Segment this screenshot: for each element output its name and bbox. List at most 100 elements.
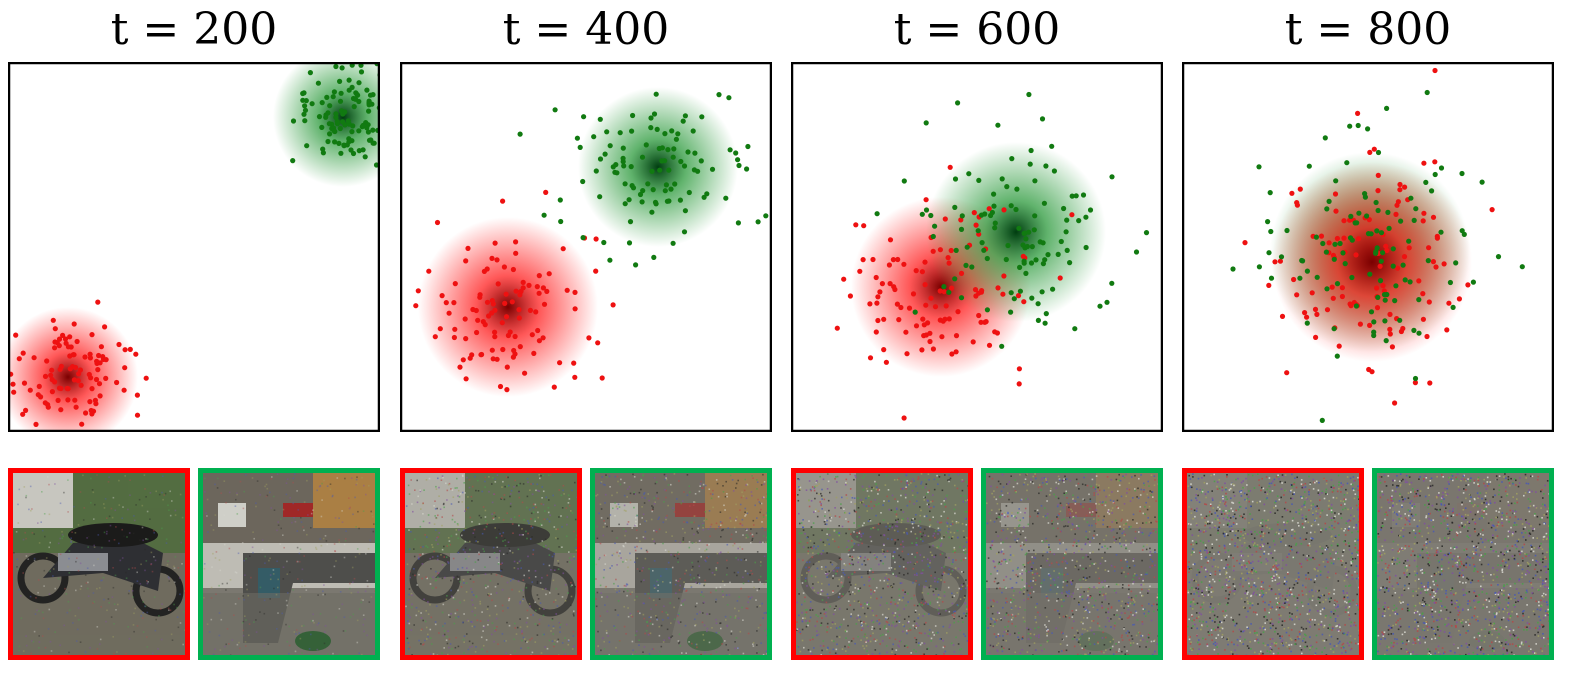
- green-sample-point: [1256, 164, 1262, 170]
- green-sample-point: [1043, 311, 1049, 317]
- red-sample-point: [94, 358, 100, 364]
- green-sample-point: [1009, 156, 1015, 162]
- red-sample-point: [512, 333, 518, 340]
- red-sample-point: [1015, 293, 1022, 299]
- red-sample-point: [52, 326, 58, 332]
- red-sample-point: [1395, 265, 1401, 271]
- red-sample-point: [451, 300, 457, 306]
- green-sample-point: [1342, 261, 1348, 267]
- office-desk-noisy-photo: [595, 473, 767, 655]
- red-sample-point: [940, 318, 946, 324]
- red-sample-point: [572, 374, 578, 380]
- green-sample-point: [645, 181, 651, 187]
- green-sample-point: [557, 197, 563, 203]
- green-sample-point: [649, 209, 655, 215]
- green-sample-point: [662, 131, 668, 137]
- noised-image-pair: [1182, 468, 1554, 660]
- red-sample-point: [527, 307, 533, 313]
- red-sample-point: [887, 237, 894, 243]
- green-sample-point: [643, 142, 649, 148]
- green-sample-point: [1375, 207, 1381, 214]
- green-sample-point: [1334, 281, 1341, 287]
- red-sample-point: [97, 393, 103, 399]
- green-sample-point: [1382, 297, 1388, 303]
- green-sample-point: [1304, 320, 1310, 326]
- green-sample-point: [337, 98, 344, 104]
- red-sample-point: [1426, 245, 1432, 251]
- red-sample-point: [1266, 282, 1272, 288]
- red-sample-point: [834, 325, 840, 331]
- green-sample-point: [1495, 254, 1502, 260]
- green-sample-point: [346, 77, 352, 83]
- green-sample-point: [1383, 338, 1389, 344]
- red-sample-point: [103, 375, 109, 381]
- red-sample-point: [463, 376, 469, 382]
- green-sample-point: [1073, 193, 1079, 199]
- green-sample-point: [331, 89, 337, 95]
- red-sample-point: [71, 377, 77, 383]
- red-sample-point: [1313, 334, 1319, 340]
- red-sample-point: [31, 355, 37, 361]
- green-sample-point: [981, 247, 987, 253]
- green-sample-point: [580, 235, 586, 241]
- red-sample-point: [446, 310, 452, 316]
- green-sample-point: [337, 125, 343, 132]
- red-sample-point: [972, 287, 979, 293]
- red-sample-point: [437, 326, 443, 332]
- green-sample-point: [1348, 213, 1354, 219]
- red-sample-point: [533, 309, 539, 315]
- red-sample-point: [1427, 380, 1433, 386]
- green-sample-point: [1392, 298, 1398, 304]
- red-sample-point: [486, 313, 492, 319]
- green-sample-point: [666, 167, 672, 173]
- red-sample-point: [64, 385, 70, 392]
- green-sample-point: [342, 109, 348, 115]
- red-sample-point: [1057, 275, 1063, 281]
- green-sample-point: [1268, 228, 1274, 235]
- green-sample-point: [302, 107, 309, 113]
- red-sample-point: [500, 346, 506, 353]
- red-sample-point: [1336, 343, 1342, 349]
- green-sample-point: [1080, 192, 1087, 198]
- red-sample-point: [910, 291, 917, 297]
- red-sample-point: [1309, 290, 1315, 296]
- gaussian-scatter-plot: [8, 62, 380, 432]
- green-sample-point: [639, 154, 646, 160]
- red-sample-point: [1375, 172, 1381, 178]
- green-sample-point: [541, 212, 547, 218]
- green-sample-point: [1364, 213, 1370, 219]
- green-sample-point: [670, 240, 676, 246]
- green-sample-point: [999, 343, 1005, 349]
- green-sample-point: [1284, 227, 1290, 234]
- red-sample-point: [874, 300, 880, 306]
- green-sample-point: [319, 100, 325, 106]
- red-sample-point: [434, 219, 441, 226]
- green-sample-point: [992, 225, 998, 231]
- green-sample-point: [1453, 260, 1459, 266]
- red-sample-point: [1279, 313, 1286, 319]
- green-sample-point: [695, 168, 701, 174]
- red-sample-point: [510, 266, 516, 273]
- green-sample-point: [1406, 238, 1412, 244]
- red-sample-point: [867, 355, 874, 361]
- motorcycle-noisy-photo: [405, 473, 577, 655]
- green-sample-point: [639, 199, 645, 205]
- green-sample-point: [1349, 274, 1355, 281]
- green-sample-point: [659, 145, 665, 151]
- red-sample-point: [937, 247, 943, 253]
- red-sample-point: [1341, 218, 1347, 224]
- green-sample-point: [1143, 230, 1150, 236]
- red-sample-point: [78, 382, 84, 388]
- red-sample-point: [96, 352, 102, 359]
- green-sample-point: [326, 121, 332, 127]
- green-sample-point: [1398, 218, 1404, 224]
- red-sample-point: [134, 392, 140, 398]
- red-sample-point: [127, 346, 133, 352]
- red-sample-point: [16, 356, 22, 362]
- green-sample-point: [1413, 206, 1419, 212]
- red-sample-point: [52, 339, 58, 345]
- green-sample-point: [338, 150, 344, 156]
- red-sample-point: [1377, 263, 1383, 269]
- red-sample-point: [513, 288, 519, 294]
- red-sample-point: [978, 319, 984, 325]
